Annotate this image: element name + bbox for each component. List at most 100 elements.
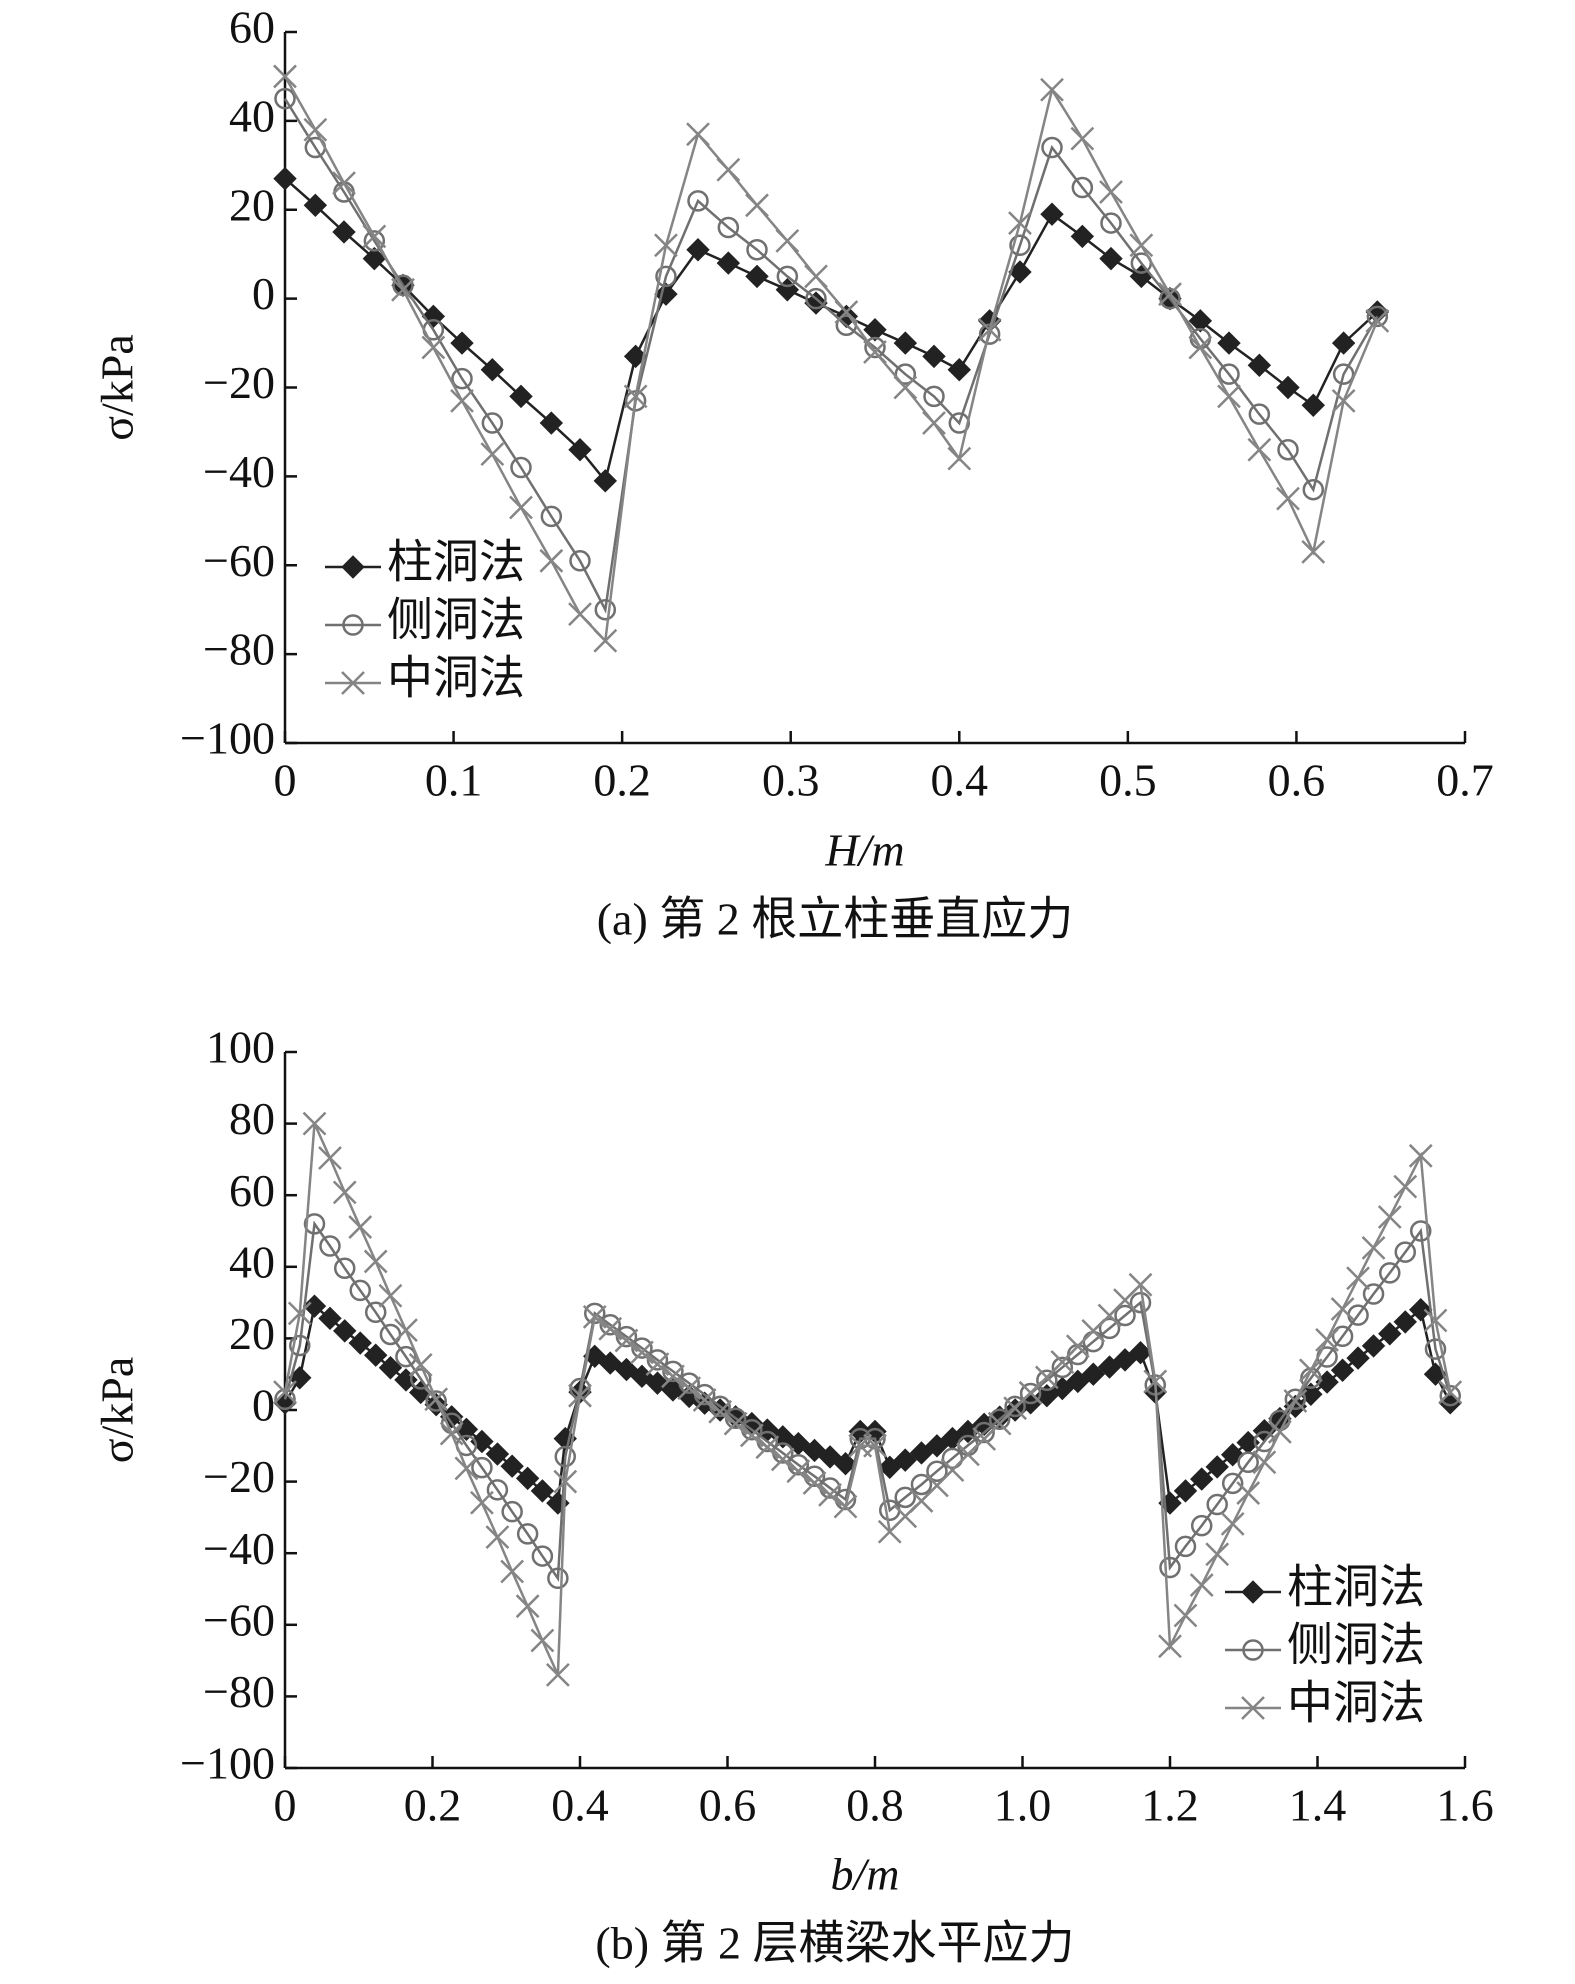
y-tick-label: 40	[229, 90, 275, 141]
y-tick-label: −20	[203, 357, 275, 408]
marker	[973, 1421, 995, 1444]
marker	[471, 1456, 493, 1479]
legend-label: 中洞法	[387, 653, 525, 704]
marker	[439, 1421, 464, 1446]
legend-label: 柱洞法	[1287, 1562, 1425, 1613]
marker	[804, 291, 828, 315]
marker	[1173, 1479, 1198, 1503]
marker	[834, 300, 859, 324]
x-axis-label: b/m	[831, 1849, 900, 1900]
marker	[421, 335, 446, 360]
marker	[395, 1345, 417, 1368]
marker	[1004, 1395, 1026, 1418]
marker	[864, 336, 886, 359]
marker	[539, 548, 564, 573]
marker	[424, 1387, 449, 1412]
y-tick-label: −80	[203, 1666, 275, 1717]
marker	[1315, 1327, 1339, 1352]
marker	[568, 1383, 592, 1408]
marker	[645, 1371, 670, 1395]
marker	[1331, 388, 1356, 413]
marker	[273, 64, 297, 89]
marker	[287, 1301, 312, 1326]
series-line	[284, 177, 1379, 484]
marker	[1114, 1304, 1136, 1327]
marker	[716, 157, 741, 182]
marker	[545, 1663, 570, 1687]
marker	[1081, 1362, 1106, 1386]
series	[273, 166, 1390, 493]
marker	[273, 166, 297, 191]
marker	[1438, 1380, 1463, 1404]
marker	[319, 1235, 341, 1257]
x-tick-label: 0.1	[425, 755, 483, 806]
marker	[333, 1257, 356, 1279]
marker	[1236, 1481, 1261, 1505]
y-tick-label: −60	[203, 1594, 275, 1645]
marker	[553, 1469, 578, 1494]
marker	[1221, 1472, 1244, 1495]
marker	[833, 1494, 858, 1519]
marker	[485, 1525, 510, 1549]
marker	[1247, 353, 1272, 377]
marker	[348, 1215, 373, 1239]
series	[273, 1111, 1463, 1687]
y-tick-label: 20	[229, 1308, 275, 1359]
marker	[1205, 1455, 1229, 1479]
marker	[1394, 1241, 1417, 1263]
series-line	[283, 75, 1379, 644]
marker	[318, 1146, 342, 1170]
marker	[1041, 136, 1063, 159]
marker	[500, 1559, 525, 1584]
marker	[863, 340, 887, 364]
marker	[923, 385, 945, 408]
marker	[623, 384, 648, 409]
marker	[1248, 403, 1271, 425]
marker	[1332, 363, 1355, 385]
y-tick-label: −60	[203, 535, 275, 586]
marker	[893, 331, 918, 355]
marker	[863, 1433, 887, 1458]
marker	[1284, 1388, 1307, 1411]
marker	[593, 628, 618, 653]
marker	[978, 323, 1001, 345]
marker	[1378, 1322, 1402, 1346]
y-tick-label: −80	[203, 624, 275, 675]
y-tick-label: 0	[252, 1380, 275, 1431]
marker	[540, 505, 563, 528]
marker	[623, 344, 648, 369]
y-tick-label: 40	[229, 1236, 275, 1287]
marker	[786, 1459, 811, 1484]
marker	[947, 358, 971, 382]
marker	[349, 1279, 371, 1302]
marker	[1205, 1542, 1230, 1567]
marker	[303, 193, 328, 218]
marker	[1362, 1283, 1385, 1305]
marker	[391, 277, 415, 302]
marker	[1346, 1266, 1370, 1291]
x-tick-label: 0	[274, 755, 297, 806]
marker	[630, 1340, 654, 1365]
marker	[486, 1479, 509, 1501]
marker	[1129, 233, 1154, 258]
marker	[686, 238, 710, 262]
marker	[364, 1343, 388, 1367]
legend-label: 侧洞法	[1287, 1620, 1425, 1671]
marker	[1377, 1205, 1402, 1229]
marker	[746, 238, 768, 261]
marker	[273, 1380, 297, 1404]
marker	[910, 1473, 933, 1496]
x-tick-label: 0.6	[699, 1780, 757, 1831]
y-tick-label: 100	[206, 1022, 275, 1073]
marker	[1036, 1369, 1058, 1392]
marker	[481, 412, 504, 434]
marker	[554, 1445, 576, 1468]
x-tick-label: 0.7	[1436, 755, 1494, 806]
marker	[1071, 176, 1094, 199]
y-tick-label: −40	[203, 1523, 275, 1574]
marker	[408, 1353, 433, 1377]
marker	[1252, 1450, 1277, 1475]
marker	[1379, 1262, 1401, 1284]
marker	[1220, 1511, 1245, 1536]
